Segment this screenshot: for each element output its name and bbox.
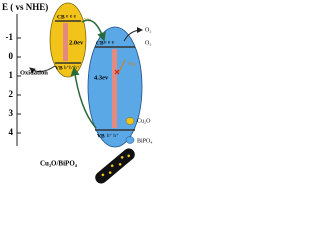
bipo4-electrons: e e e [104,39,115,45]
electron-transfer-arrow [81,19,106,42]
tick-label: 3 [9,108,14,118]
o2-bottom: O₂ [145,40,151,46]
cu2o-electrons: e e e [66,13,77,19]
o2-arrow [123,27,143,42]
composite-rod [95,148,135,184]
bipo4-cb: CB [96,40,104,46]
legend-swatch [125,117,135,125]
oxidation-arrow [29,65,56,74]
cu2o-cb: CB [57,14,65,20]
legend-label: Cu₂O [137,118,151,124]
tick-label: 1 [9,70,14,80]
tick-label: 4 [9,127,14,137]
bipo4-vb: VB [97,133,105,139]
tick-label: -1 [6,32,14,42]
bipo4-holes: h⁺ h⁺ [107,133,119,139]
light-arrow [117,59,126,75]
o2-top: O₂ [145,27,151,33]
cu2o-gap: 2.0ev [69,39,84,46]
tick-label: 0 [9,51,14,61]
tick-label: 2 [9,89,14,99]
cu2o-gap-bar [63,23,68,61]
cu2o-holes: h⁺h⁺h⁺ [64,65,80,71]
legend-swatch [125,136,135,144]
axis-label: E ( vs NHE) [2,2,48,12]
axis-ticks: -1 0 1 2 3 4 [6,32,21,137]
composite-label: Cu₂O/BiPO₄ [40,160,78,168]
band-diagram: E ( vs NHE) -1 0 1 2 3 4 CB e e e 2.0ev VB h⁺… [2,2,152,184]
cu2o-vb: VB [55,65,63,71]
bipo4-vis: Vis [128,61,135,67]
oxidation: Oxidation [20,69,48,76]
bipo4-gap: 4.3ev [94,74,109,81]
legend-label: BiPO₄ [137,138,152,144]
cross-mark [114,69,120,75]
hole-transfer-arrow [70,66,97,129]
bipo4-gap-bar [112,49,117,128]
